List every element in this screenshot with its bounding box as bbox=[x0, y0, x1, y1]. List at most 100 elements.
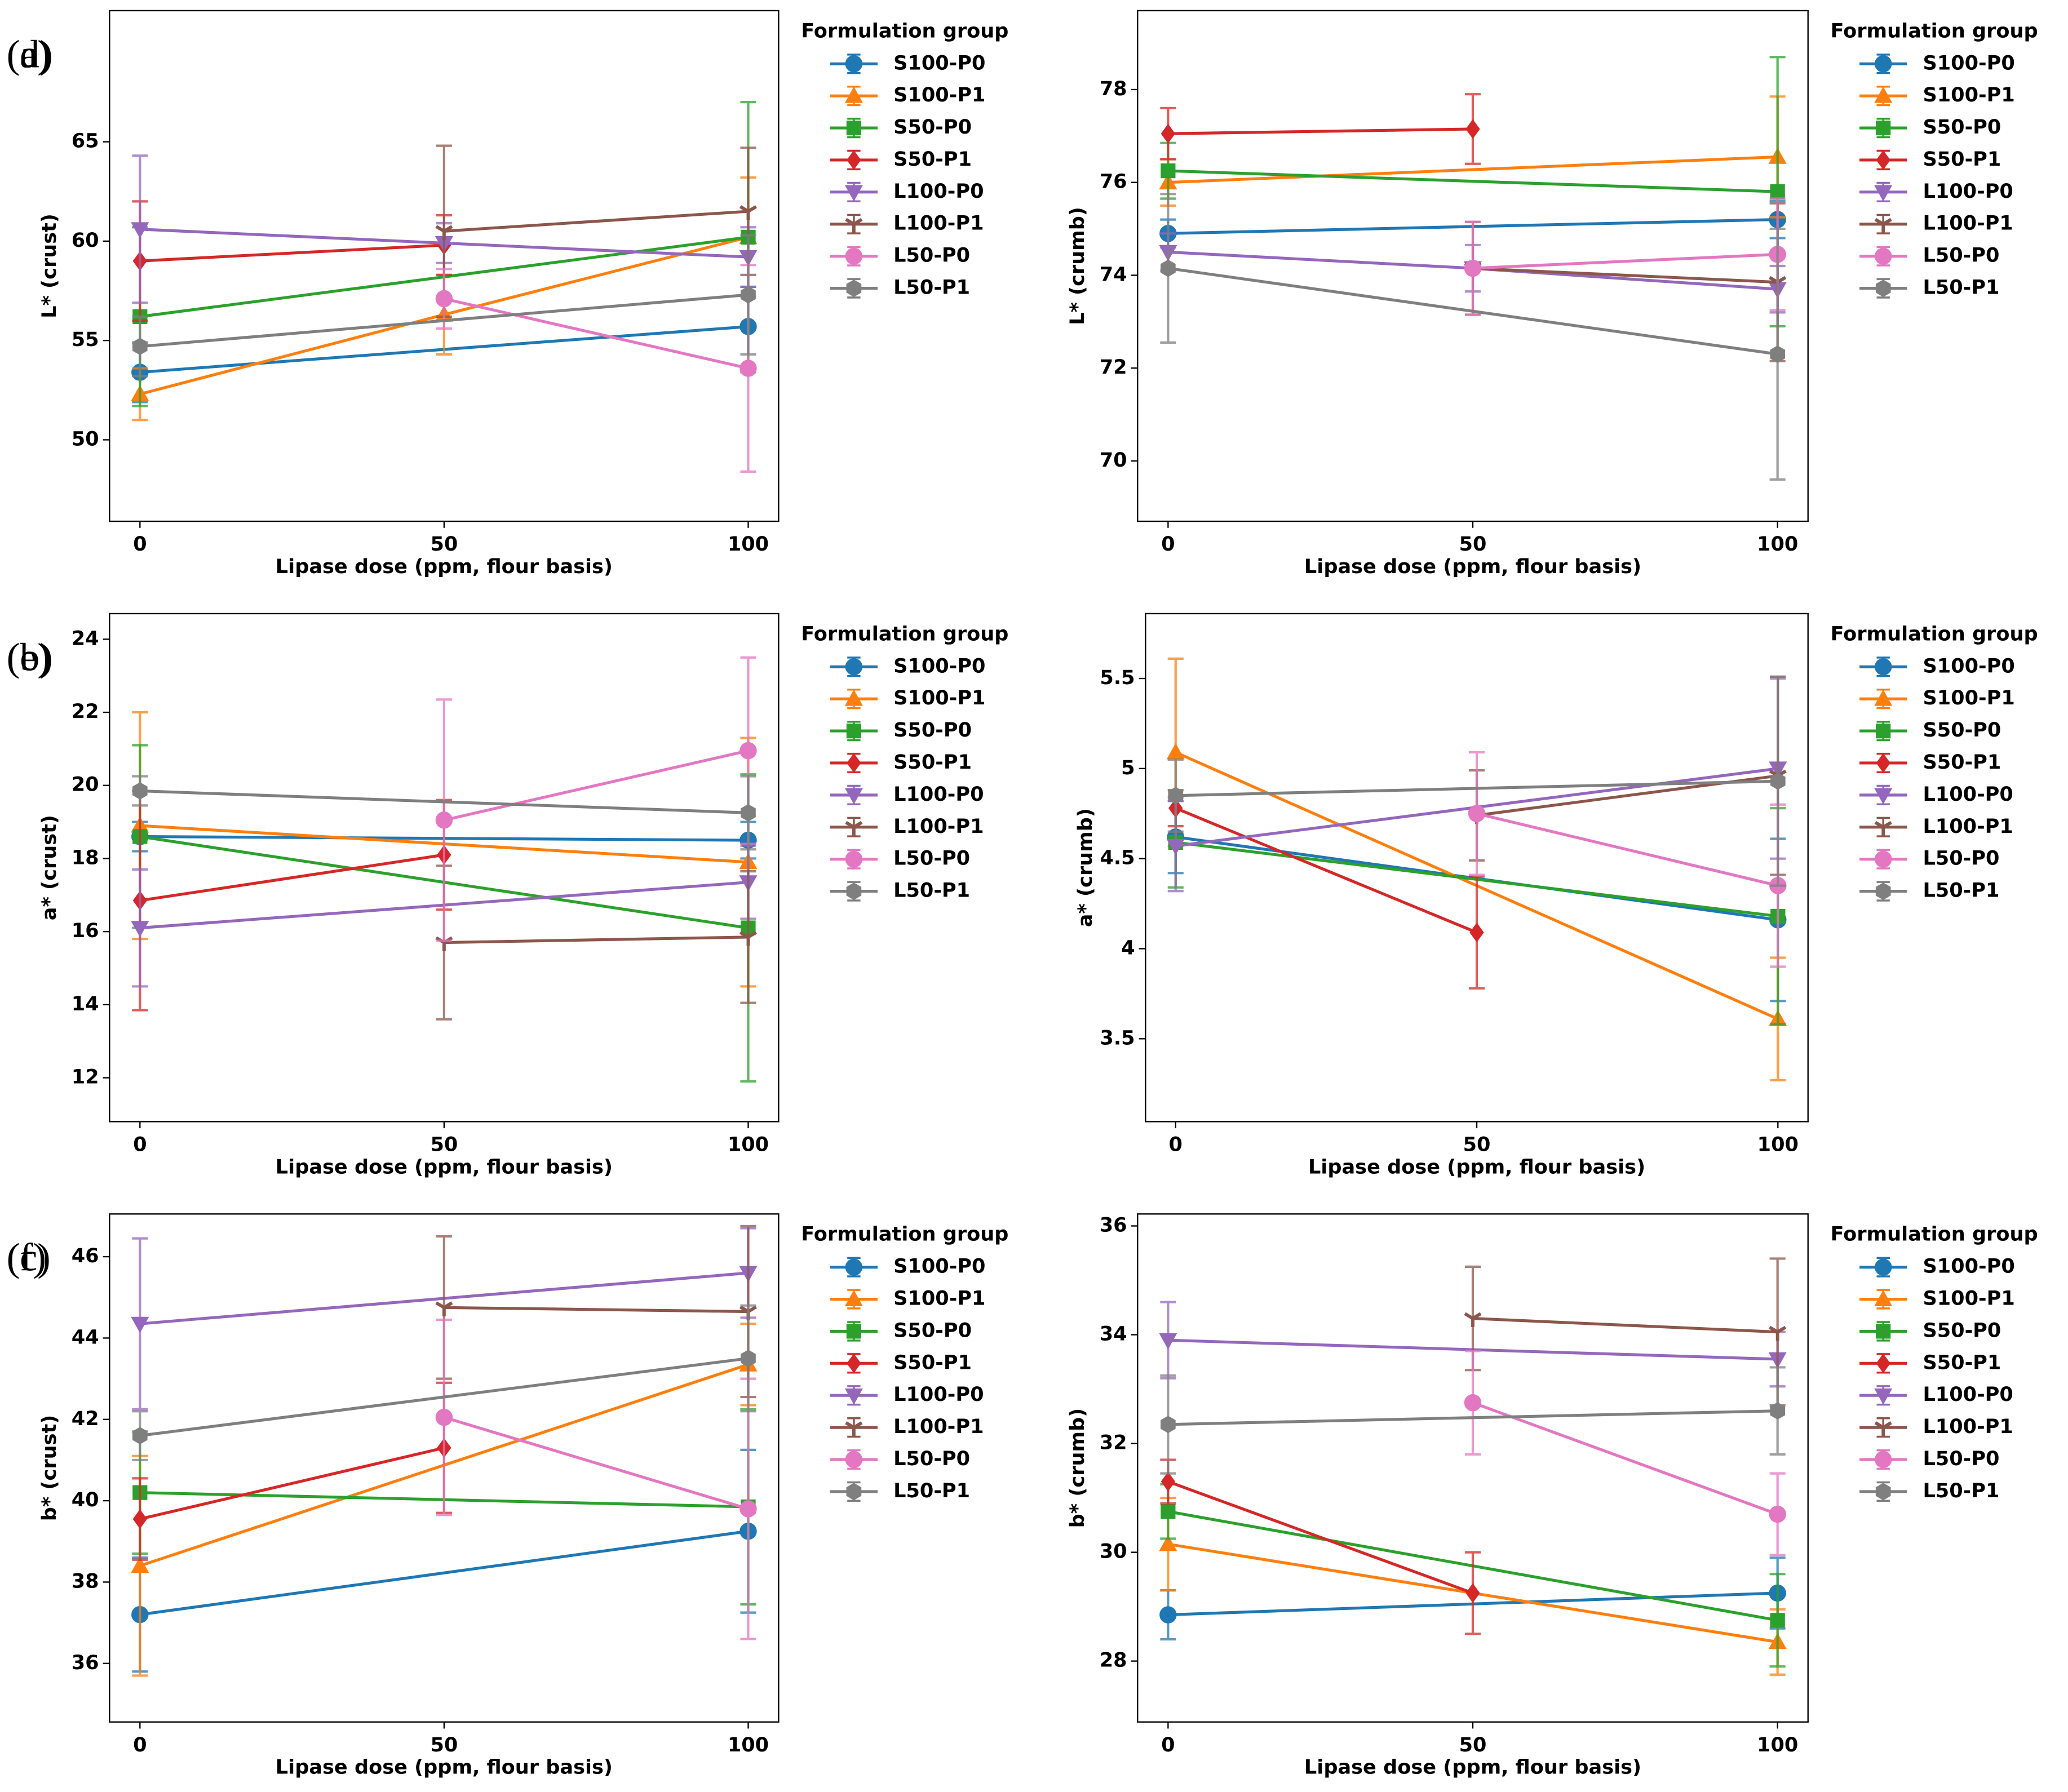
legend-label: S50-P1 bbox=[1923, 148, 2001, 171]
plot-frame bbox=[1137, 1213, 1809, 1723]
series-line bbox=[1168, 127, 1473, 135]
series-line bbox=[444, 1416, 749, 1511]
series-line bbox=[444, 935, 749, 944]
panel-label: (a) bbox=[7, 32, 51, 76]
marker bbox=[435, 225, 453, 240]
marker bbox=[1469, 922, 1484, 943]
marker bbox=[132, 782, 148, 800]
marker bbox=[739, 205, 758, 220]
panel: (d) 70 72 74 76 78 0 50 100 Lipase dose (ppm, flo… bbox=[7, 10, 2038, 578]
series-line bbox=[1167, 1480, 1473, 1595]
panel: (e) 3.5 4 4.5 5 5.5 0 50 100 Lipase dose (ppm, fl… bbox=[7, 613, 2038, 1178]
y-tick-label: 42 bbox=[72, 1407, 99, 1430]
marker bbox=[131, 1556, 149, 1573]
y-axis-label: a* (crumb) bbox=[1074, 808, 1097, 927]
x-tick-label: 100 bbox=[1757, 1133, 1799, 1156]
series-line bbox=[139, 1356, 749, 1438]
y-axis-label: a* (crust) bbox=[38, 815, 61, 920]
marker bbox=[1770, 772, 1786, 790]
y-tick-label: 36 bbox=[1100, 1214, 1127, 1237]
legend-label: S50-P0 bbox=[893, 116, 972, 139]
legend-title: Formulation group bbox=[1831, 622, 2038, 645]
legend-label: S100-P0 bbox=[1923, 654, 2014, 677]
legend-label: L100-P0 bbox=[893, 180, 984, 203]
legend-label: S100-P1 bbox=[1923, 686, 2014, 709]
marker bbox=[1161, 1416, 1176, 1434]
x-tick-label: 50 bbox=[1459, 533, 1487, 556]
x-tick-label: 100 bbox=[1757, 533, 1798, 556]
marker bbox=[739, 1500, 757, 1518]
series-line bbox=[1472, 267, 1778, 284]
legend-label: L50-P0 bbox=[893, 1447, 970, 1470]
y-tick-label: 34 bbox=[1100, 1323, 1127, 1346]
y-tick-label: 4.5 bbox=[1100, 846, 1135, 870]
marker bbox=[845, 1451, 863, 1469]
marker bbox=[1874, 55, 1892, 73]
marker bbox=[1874, 1451, 1892, 1469]
marker bbox=[1874, 1388, 1893, 1405]
x-axis-label: Lipase dose (ppm, flour basis) bbox=[276, 1155, 613, 1178]
legend-label: S50-P1 bbox=[1923, 1351, 2001, 1374]
marker bbox=[1874, 1258, 1892, 1276]
legend-label: S100-P1 bbox=[1923, 83, 2014, 107]
marker bbox=[1874, 788, 1893, 805]
marker bbox=[1161, 1504, 1176, 1519]
series-line bbox=[1168, 1409, 1778, 1426]
legend-label: S100-P1 bbox=[893, 1287, 985, 1310]
marker bbox=[1770, 184, 1785, 199]
marker bbox=[845, 1421, 863, 1436]
legend-label: S50-P1 bbox=[893, 1351, 972, 1374]
marker bbox=[1770, 1613, 1785, 1628]
x-axis-label: Lipase dose (ppm, flour basis) bbox=[1304, 555, 1641, 578]
marker bbox=[1161, 259, 1176, 277]
series-line bbox=[140, 293, 749, 348]
marker bbox=[846, 723, 862, 739]
legend-label: S100-P1 bbox=[893, 686, 985, 709]
x-tick-label: 100 bbox=[728, 1133, 769, 1156]
marker bbox=[1874, 689, 1893, 706]
series-line bbox=[1175, 806, 1478, 934]
y-tick-label: 50 bbox=[72, 427, 99, 450]
plot-frame bbox=[1137, 10, 1809, 522]
series-line bbox=[444, 1306, 749, 1314]
x-tick-label: 100 bbox=[728, 1733, 769, 1756]
legend-label: S50-P0 bbox=[1923, 116, 2001, 139]
marker bbox=[1876, 150, 1890, 170]
marker bbox=[1876, 120, 1891, 136]
series-line bbox=[1168, 267, 1778, 356]
marker bbox=[739, 742, 757, 760]
marker bbox=[132, 338, 148, 356]
legend-label: L50-P0 bbox=[1923, 847, 1999, 870]
legend-title: Formulation group bbox=[801, 1223, 1008, 1246]
plot-frame bbox=[109, 1213, 780, 1723]
panel: (c) 36 38 40 42 44 46 0 50 100 Lipase dose (ppm, f… bbox=[7, 1213, 1008, 1779]
legend-label: S100-P1 bbox=[893, 83, 985, 107]
legend-label: S50-P0 bbox=[1923, 718, 2001, 742]
y-tick-label: 40 bbox=[72, 1488, 99, 1511]
marker bbox=[846, 1483, 862, 1501]
marker bbox=[1874, 86, 1893, 103]
legend-label: S100-P1 bbox=[1923, 1287, 2014, 1310]
marker bbox=[435, 811, 453, 829]
x-tick-label: 50 bbox=[1463, 1133, 1491, 1156]
x-tick-label: 50 bbox=[430, 1133, 458, 1156]
marker bbox=[1465, 1583, 1480, 1603]
marker bbox=[1770, 1402, 1786, 1420]
x-axis-label: Lipase dose (ppm, flour basis) bbox=[276, 1756, 613, 1779]
marker bbox=[844, 86, 863, 103]
series-line bbox=[139, 1446, 445, 1521]
plot-frame bbox=[109, 10, 780, 522]
marker bbox=[739, 360, 757, 377]
plot-frame bbox=[109, 613, 780, 1123]
legend-label: S50-P1 bbox=[893, 148, 972, 171]
marker bbox=[741, 1350, 756, 1367]
marker bbox=[846, 882, 862, 900]
y-tick-label: 28 bbox=[1100, 1649, 1127, 1672]
marker bbox=[845, 658, 863, 676]
legend-label: L50-P0 bbox=[893, 244, 970, 267]
marker bbox=[1875, 280, 1891, 297]
marker bbox=[1874, 218, 1892, 233]
x-tick-label: 50 bbox=[430, 1733, 458, 1756]
y-tick-label: 16 bbox=[72, 919, 99, 942]
